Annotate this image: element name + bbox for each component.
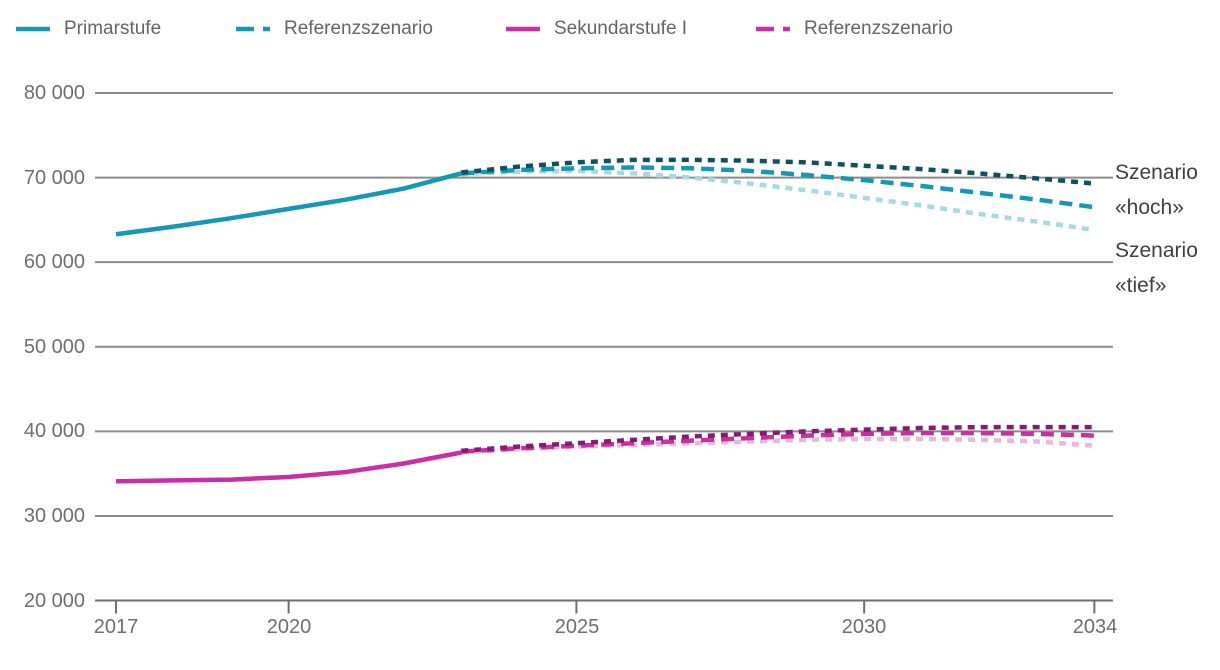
series-line-sekundarstufe-i-szenario-hoch — [461, 424, 1095, 454]
y-tick-40000: 40 000 — [23, 420, 85, 442]
legend-label: Referenzszenario — [284, 18, 433, 39]
series-line-primarstufe-referenzszenario — [461, 165, 1095, 210]
y-tick-80000: 80 000 — [23, 82, 85, 104]
x-tick-2020: 2020 — [266, 616, 312, 638]
legend-label: Primarstufe — [64, 18, 162, 39]
legend-swatch-dashed-teal — [236, 26, 270, 32]
y-tick-60000: 60 000 — [23, 251, 85, 273]
y-tick-50000: 50 000 — [23, 336, 85, 358]
annotation-szenario-tief: Szenario «tief» — [1115, 239, 1198, 297]
series-line-primarstufe-beobachtet — [115, 171, 462, 237]
legend-swatch-solid-teal — [16, 26, 50, 32]
x-tick-2025: 2025 — [554, 616, 600, 638]
y-tick-30000: 30 000 — [23, 505, 85, 527]
legend-item-primarstufe: Primarstufe — [15, 15, 161, 43]
x-tick-2030: 2030 — [841, 616, 887, 638]
x-tick-2034: 2034 — [1072, 616, 1118, 638]
y-tick-20000: 20 000 — [23, 590, 85, 612]
series-line-sekundarstufe-i-referenzszenario — [461, 430, 1095, 454]
y-tick-70000: 70 000 — [23, 167, 85, 189]
legend-swatch-solid-magenta — [506, 26, 540, 32]
legend-swatch-dashed-magenta — [756, 26, 790, 32]
legend-label: Referenzszenario — [804, 18, 953, 39]
series-line-primarstufe-szenario-tief — [461, 168, 1095, 233]
legend-label: Sekundarstufe I — [554, 18, 688, 39]
legend: Primarstufe Referenzszenario Sekundarstu… — [0, 0, 1220, 60]
x-tick-2017: 2017 — [93, 616, 139, 638]
series-line-primarstufe-szenario-hoch — [461, 157, 1095, 186]
legend-item-referenzszenario-sekundar: Referenzszenario — [755, 15, 953, 43]
legend-item-referenzszenario-primar: Referenzszenario — [235, 15, 433, 43]
series-line-sekundarstufe-i-beobachtet — [115, 450, 462, 484]
annotation-szenario-hoch: Szenario «hoch» — [1115, 161, 1198, 219]
legend-item-sekundarstufe: Sekundarstufe I — [505, 15, 687, 43]
